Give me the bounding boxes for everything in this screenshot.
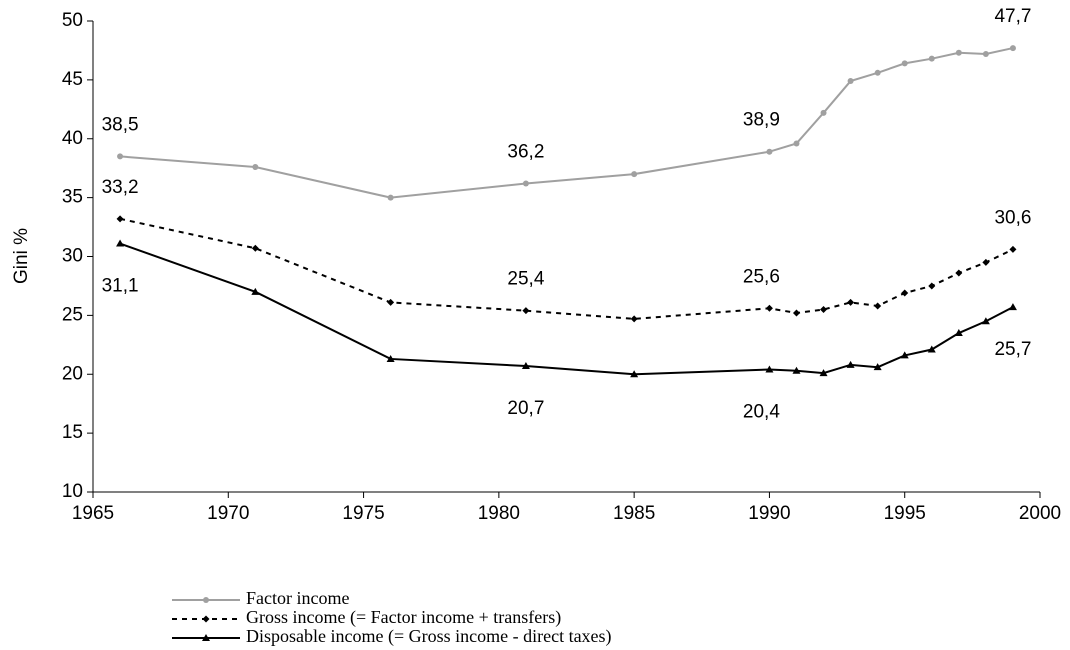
data-point [847, 298, 855, 306]
data-point [1009, 45, 1016, 52]
legend-marker [202, 615, 210, 623]
data-point [251, 287, 260, 295]
data-point [900, 351, 909, 359]
data-point [820, 305, 828, 313]
data-label: 25,7 [994, 339, 1031, 360]
x-tick-label: 1975 [342, 503, 384, 524]
legend-marker [202, 634, 210, 641]
y-tick-label: 40 [62, 128, 83, 149]
data-point [873, 363, 882, 371]
x-tick-label: 1990 [748, 503, 790, 524]
data-point [928, 282, 936, 290]
x-tick-label: 2000 [1019, 503, 1061, 524]
data-point [252, 164, 259, 171]
y-tick-label: 15 [62, 422, 83, 443]
data-point [522, 307, 530, 315]
data-point [387, 298, 395, 306]
data-point [630, 370, 639, 378]
data-label: 38,9 [743, 110, 780, 131]
data-label: 25,4 [507, 269, 544, 290]
series-line [119, 217, 1014, 320]
data-point [981, 317, 990, 325]
x-tick-label: 1965 [72, 503, 114, 524]
data-point [874, 69, 881, 76]
data-point [846, 360, 855, 368]
y-tick-label: 35 [62, 187, 83, 208]
data-point [901, 60, 908, 67]
data-point [819, 369, 828, 377]
data-point [386, 354, 395, 362]
data-label: 47,7 [994, 6, 1031, 27]
data-point [847, 78, 854, 85]
data-point [521, 362, 530, 370]
data-point [251, 244, 259, 252]
data-label: 33,2 [102, 177, 139, 198]
data-label: 25,6 [743, 266, 780, 287]
data-point [954, 329, 963, 337]
data-point [793, 140, 800, 147]
data-point [1009, 245, 1017, 253]
y-tick-label: 20 [62, 363, 83, 384]
x-tick-label: 1980 [478, 503, 520, 524]
data-label: 38,5 [102, 114, 139, 135]
legend-label: Disposable income (= Gross income - dire… [246, 626, 612, 647]
data-point [117, 153, 124, 160]
y-tick-label: 25 [62, 304, 83, 325]
data-label: 20,7 [507, 398, 544, 419]
data-label: 36,2 [507, 142, 544, 163]
data-point [387, 194, 394, 201]
legend-marker [203, 597, 209, 603]
data-point [766, 148, 773, 155]
data-point [792, 309, 800, 317]
y-tick-label: 45 [62, 69, 83, 90]
data-point [982, 258, 990, 266]
data-point [1008, 303, 1017, 311]
legend-label: Gross income (= Factor income + transfer… [246, 607, 561, 628]
data-point [631, 171, 638, 178]
data-point [874, 302, 882, 310]
y-tick-label: 10 [62, 481, 83, 502]
data-label: 30,6 [994, 207, 1031, 228]
x-tick-label: 1970 [207, 503, 249, 524]
y-tick-label: 50 [62, 10, 83, 31]
data-point [116, 215, 124, 223]
y-tick-label: 30 [62, 246, 83, 267]
data-point [116, 239, 125, 247]
x-tick-label: 1995 [884, 503, 926, 524]
data-point [820, 109, 827, 116]
data-point [982, 50, 989, 57]
data-point [522, 180, 529, 187]
data-point [955, 269, 963, 277]
data-point [630, 315, 638, 323]
series-line [119, 242, 1014, 376]
x-tick-label: 1985 [613, 503, 655, 524]
data-point [792, 366, 801, 374]
y-axis-label: Gini % [11, 228, 32, 284]
data-point [765, 365, 774, 373]
data-label: 31,1 [102, 276, 139, 297]
data-label: 20,4 [743, 402, 780, 423]
legend-label: Factor income [246, 588, 349, 608]
data-point [928, 55, 935, 62]
data-point [927, 345, 936, 353]
data-point [901, 289, 909, 297]
data-point [955, 49, 962, 56]
data-point [765, 304, 773, 312]
